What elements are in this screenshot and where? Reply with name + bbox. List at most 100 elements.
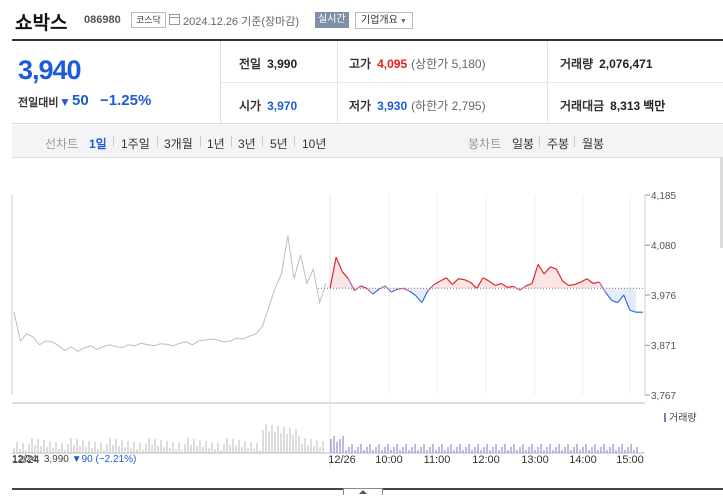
previous-day-line xyxy=(13,235,327,353)
tab-1week[interactable]: 1주일 xyxy=(121,137,150,151)
x-tick-label: 12/24 xyxy=(12,454,40,466)
tab-10year[interactable]: 10년 xyxy=(302,137,327,151)
today-line-segment xyxy=(451,278,459,285)
today-line-segment xyxy=(421,290,429,303)
change-percent: −1.25% xyxy=(100,92,152,109)
change-label: 전일대비 xyxy=(18,97,59,109)
current-price: 3,940 xyxy=(18,55,82,85)
volume-swatch xyxy=(664,413,666,422)
tab-5year[interactable]: 5년 xyxy=(270,137,288,151)
today-line-segment xyxy=(341,271,349,280)
today-area-segment xyxy=(611,288,618,303)
scrollbar[interactable] xyxy=(720,158,723,248)
today-line-segment xyxy=(482,277,490,282)
realtime-button[interactable]: 실시간 xyxy=(315,12,349,28)
today-area-segment xyxy=(587,278,594,289)
tab-1day[interactable]: 1일 xyxy=(89,137,107,151)
today-area-segment xyxy=(580,278,588,289)
x-tick-label: 11:00 xyxy=(424,454,451,466)
today-line-segment xyxy=(629,309,637,313)
today-line-segment xyxy=(464,279,472,284)
today-line-segment xyxy=(384,285,392,293)
tab-divider xyxy=(262,136,263,147)
chevron-down-icon: ▼ xyxy=(399,18,407,25)
today-line-segment xyxy=(611,299,618,304)
today-area-segment xyxy=(556,269,563,289)
quote-date: 2024.12.26 기준(장마감) xyxy=(183,16,300,28)
today-line-segment xyxy=(593,281,600,285)
today-line-segment xyxy=(537,264,545,275)
company-overview-button[interactable]: 기업개요 ▼ xyxy=(355,12,413,29)
today-line-segment xyxy=(543,266,551,275)
change-value: 50 xyxy=(72,92,89,109)
today-line-segment xyxy=(347,278,356,291)
low-stat: 저가 3,930 (하한가 2,795) xyxy=(349,99,486,113)
today-line-segment xyxy=(390,288,398,293)
today-area-segment xyxy=(366,288,373,295)
today-line-segment xyxy=(445,277,453,285)
y-tick-label: 4,185 xyxy=(651,191,676,202)
today-area-segment xyxy=(403,288,410,292)
volume-stat: 거래량 2,076,471 xyxy=(560,57,653,71)
market-badge: 코스닥 xyxy=(131,12,166,28)
tab-monthly-candle[interactable]: 월봉 xyxy=(582,137,605,151)
today-line-segment xyxy=(501,283,508,288)
stock-code: 086980 xyxy=(84,14,121,26)
price-chart[interactable]: 4,185 4,080 3,976 3,871 3,767 12/26 10:00 11:00… xyxy=(0,158,723,495)
today-area-segment xyxy=(550,266,557,289)
tab-divider xyxy=(231,136,232,147)
today-line-segment xyxy=(366,287,374,295)
y-tick-label: 3,976 xyxy=(651,291,676,302)
today-line-segment xyxy=(335,256,343,272)
today-area-segment xyxy=(574,282,581,289)
tab-1year[interactable]: 1년 xyxy=(207,137,225,151)
previous-day-info: 12/24 3,990 ▼90 (−2.21%) xyxy=(12,454,137,465)
tab-weekly-candle[interactable]: 주봉 xyxy=(547,137,570,151)
today-line-segment xyxy=(598,281,606,293)
today-line-segment xyxy=(623,294,631,311)
today-line-segment xyxy=(513,285,521,291)
y-tick-label: 3,767 xyxy=(651,391,676,402)
today-area-segment xyxy=(617,288,624,303)
tab-3month[interactable]: 3개월 xyxy=(164,137,193,151)
today-line-segment xyxy=(574,281,582,286)
today-area-segment xyxy=(336,257,343,289)
open-stat: 시가 3,970 xyxy=(239,99,298,113)
today-line-segment xyxy=(580,278,588,283)
candle-chart-label: 봉차트 xyxy=(468,137,502,151)
stat-row-divider xyxy=(221,82,723,83)
header-divider xyxy=(12,39,723,41)
today-line-segment xyxy=(360,285,367,289)
price-summary: 3,940 전일대비 ▼ 50 −1.25% 전일 3,990 고가 4,095 (상… xyxy=(12,41,723,124)
prev-close-stat: 전일 3,990 xyxy=(239,57,298,71)
today-line-segment xyxy=(604,291,612,301)
tab-divider xyxy=(157,136,158,147)
today-line-segment xyxy=(525,282,533,287)
x-tick-label: 14:00 xyxy=(569,454,597,466)
today-area-segment xyxy=(544,266,551,289)
line-chart-label: 선차트 xyxy=(45,137,79,151)
today-line-segment xyxy=(519,285,527,291)
x-tick-label: 13:00 xyxy=(521,454,549,466)
today-line-segment xyxy=(470,282,478,289)
today-line-segment xyxy=(495,282,502,287)
today-area-segment xyxy=(415,288,422,303)
tab-divider xyxy=(574,136,575,147)
today-line-segment xyxy=(354,285,361,292)
y-tick-label: 3,871 xyxy=(651,341,676,352)
today-line-segment xyxy=(531,264,539,284)
volume-legend: 거래량 xyxy=(664,409,697,424)
expand-handle[interactable] xyxy=(343,488,383,495)
today-line-segment xyxy=(555,268,564,282)
tab-3year[interactable]: 3년 xyxy=(238,137,256,151)
x-tick-label: 12:00 xyxy=(472,454,500,466)
today-area-segment xyxy=(342,271,349,289)
price-chart-svg: 4,185 4,080 3,976 3,871 3,767 12/26 10:00 11:00… xyxy=(11,191,676,468)
today-area-segment xyxy=(495,283,502,289)
trade-amount-stat: 거래대금 8,313 백만 xyxy=(560,99,666,113)
today-line-segment xyxy=(488,280,496,286)
today-area-segment xyxy=(452,278,459,289)
today-line-segment xyxy=(397,287,404,290)
down-arrow-icon: ▼ xyxy=(59,95,71,109)
tab-daily-candle[interactable]: 일봉 xyxy=(512,137,535,151)
